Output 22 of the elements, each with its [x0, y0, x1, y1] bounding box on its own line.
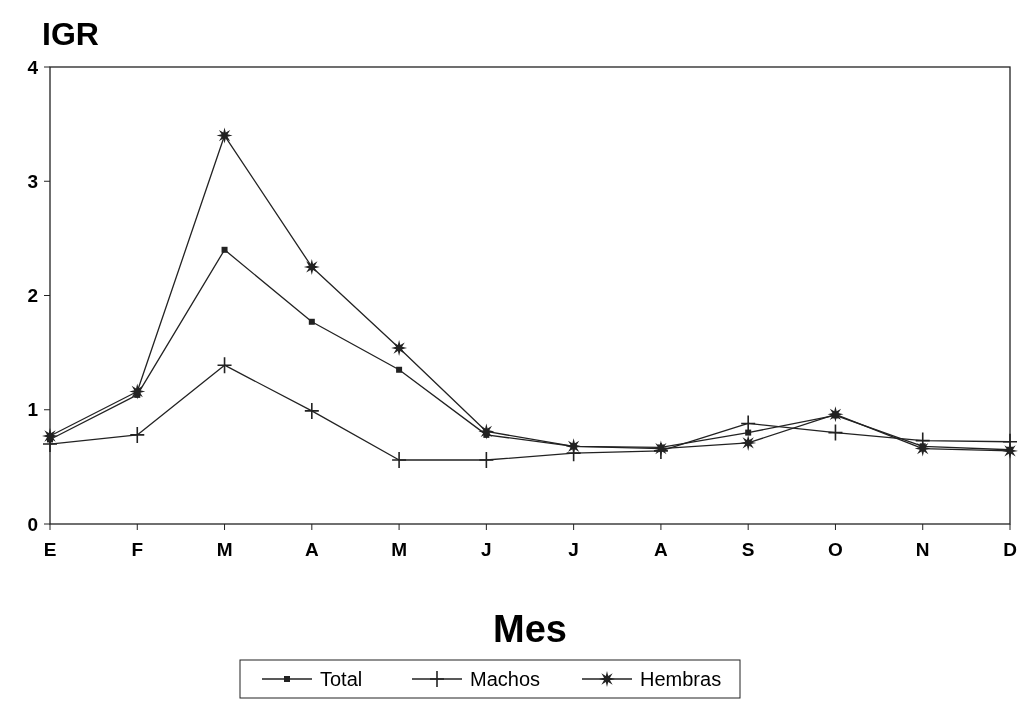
y-tick-label: 4 [27, 56, 39, 78]
x-tick-label: M [216, 539, 233, 560]
x-axis-title: Mes [493, 608, 567, 650]
x-tick-label: N [915, 539, 930, 560]
x-tick-label: J [481, 539, 492, 560]
x-tick-label: M [391, 539, 407, 560]
chart-title: IGR [42, 16, 99, 52]
x-tick-label: O [828, 539, 843, 560]
y-tick-label: 2 [27, 285, 38, 307]
x-tick-label: A [304, 539, 319, 560]
legend-label: Hembras [640, 668, 722, 690]
x-tick-label: F [131, 539, 144, 560]
x-tick-label: E [43, 539, 57, 560]
x-tick-label: S [741, 539, 755, 560]
x-tick-label: J [568, 539, 579, 560]
x-tick-label: D [1003, 539, 1017, 560]
legend-label: Machos [470, 668, 541, 690]
y-tick-label: 3 [27, 170, 38, 192]
legend-label: Total [320, 668, 363, 690]
y-tick-label: 1 [27, 399, 39, 421]
x-tick-label: A [654, 539, 669, 560]
y-tick-label: 0 [27, 513, 38, 535]
